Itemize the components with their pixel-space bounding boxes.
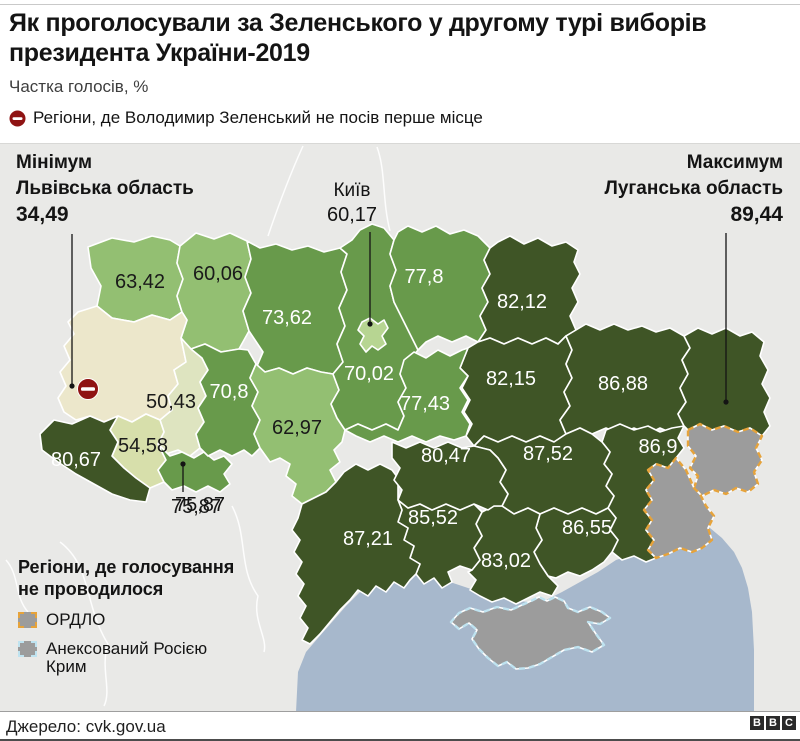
callout-dot — [69, 383, 75, 389]
region-label-zaporizhzhia: 86,55 — [562, 517, 612, 539]
no-vote-legend: Регіони, де голосування не проводилося О… — [18, 556, 236, 676]
region-label-ternopil: 50,43 — [146, 391, 196, 413]
region-ordlo-luhansk-dashed-border — [686, 422, 764, 498]
region-label-kharkiv: 86,88 — [598, 373, 648, 395]
crimea-label: Анексований Росією Крим — [46, 639, 208, 676]
annotation-minimum: Мінімум Львівська область 34,49 — [16, 150, 194, 228]
bbc-logo-block: B — [766, 716, 780, 730]
region-crimea-annexed-dashed-border — [449, 595, 612, 671]
no-first-place-map-icon-minus — [81, 387, 95, 391]
crimea-swatch-icon — [18, 641, 37, 657]
footer: Джерело: cvk.gov.ua B B C — [0, 711, 800, 741]
bbc-logo-block: B — [750, 716, 764, 730]
region-ordlo-donetsk-dashed-border — [642, 456, 716, 560]
region-label-cherkasy: 77,43 — [400, 393, 450, 415]
page-title: Як проголосували за Зеленського у другом… — [9, 9, 707, 67]
region-label-ivano_frankivsk: 54,58 — [118, 435, 168, 457]
legend-item-ordlo: ОРДЛО — [18, 611, 236, 629]
callout-dot — [367, 321, 373, 327]
max-label: Максимум — [686, 152, 783, 173]
bbc-logo-block: C — [782, 716, 796, 730]
region-sumy — [477, 235, 581, 345]
max-value: 89,44 — [730, 203, 783, 226]
region-label-dnipro: 87,52 — [523, 443, 573, 465]
top-divider — [0, 4, 800, 5]
bbc-logo: B B C — [750, 716, 796, 730]
map-layers: 63,42 60,06 50,43 54,58 80,67 75,87 70,8 73,62 6… — [5, 145, 771, 711]
region-label-poltava: 82,15 — [486, 368, 536, 390]
region-rivne — [176, 232, 252, 353]
no-vote-legend-title-line2: не проводилося — [18, 579, 164, 599]
region-label-kherson: 83,02 — [481, 550, 531, 572]
neighbor-border-line — [231, 505, 266, 653]
ordlo-swatch-icon — [18, 612, 37, 628]
region-label-chernihiv: 77,8 — [405, 266, 444, 288]
no-vote-legend-title-line1: Регіони, де голосування — [18, 557, 235, 577]
callout-dot — [180, 461, 186, 467]
region-khmelnytskyi — [190, 343, 261, 457]
min-label: Мінімум — [16, 152, 93, 173]
source-credit: Джерело: cvk.gov.ua — [6, 717, 166, 736]
neighbor-border-line — [267, 145, 304, 237]
annotation-maximum: Максимум Луганська область 89,44 — [604, 150, 783, 228]
region-label-kyiv_oblast: 70,02 — [344, 363, 394, 385]
region-label-vinnytsia: 62,97 — [272, 417, 322, 439]
region-label-zakarpattia: 80,67 — [51, 449, 101, 471]
not-first-place-note: Регіони, де Володимир Зеленський не посі… — [9, 108, 791, 128]
region-kyiv_city — [357, 317, 389, 353]
page-subtitle: Частка голосів, % — [9, 77, 149, 96]
bottom-divider — [0, 739, 800, 741]
region-chernivtsi — [157, 443, 233, 493]
region-label-mykolaiv: 85,52 — [408, 507, 458, 529]
region-label-zhytomyr: 73,62 — [262, 307, 312, 329]
region-label-rivne: 60,06 — [193, 263, 243, 285]
neighbor-border-line — [59, 541, 109, 707]
region-luhansk — [677, 327, 771, 437]
region-kirovohrad — [391, 441, 509, 511]
max-region-name: Луганська область — [604, 178, 783, 199]
neighbor-border-line — [5, 559, 29, 613]
callout-dot — [723, 399, 729, 405]
region-zakarpattia — [39, 415, 151, 503]
legend-item-crimea: Анексований Росією Крим — [18, 640, 236, 676]
kyiv-label: Київ — [333, 180, 371, 201]
region-label-volyn: 63,42 — [115, 271, 165, 293]
region-ordlo-luhansk — [687, 423, 763, 497]
ordlo-label: ОРДЛО — [46, 610, 106, 629]
kyiv-value: 60,17 — [326, 204, 378, 226]
header: Як проголосували за Зеленського у другом… — [9, 8, 791, 128]
chernivtsi-outside-label: 75,87 — [174, 494, 226, 516]
region-cherkasy — [344, 347, 471, 443]
region-label-khmelnytskyi: 70,8 — [210, 381, 249, 403]
annotation-kyiv: Київ 60,17 — [302, 178, 402, 228]
neighbor-border-line — [376, 146, 391, 232]
no-first-place-icon — [9, 110, 26, 126]
min-value: 34,49 — [16, 203, 69, 226]
region-label-sumy: 82,12 — [497, 291, 547, 313]
min-region-name: Львівська область — [16, 178, 194, 199]
region-odesa — [291, 463, 421, 645]
region-poltava — [459, 335, 573, 447]
region-label-odesa: 87,21 — [343, 528, 393, 550]
region-label-kirovohrad: 80,47 — [421, 445, 471, 467]
region-label-chernivtsi: 75,87 — [171, 496, 221, 518]
region-label-donetsk: 86,9 — [639, 436, 678, 458]
note-text: Регіони, де Володимир Зеленський не посі… — [33, 108, 483, 127]
